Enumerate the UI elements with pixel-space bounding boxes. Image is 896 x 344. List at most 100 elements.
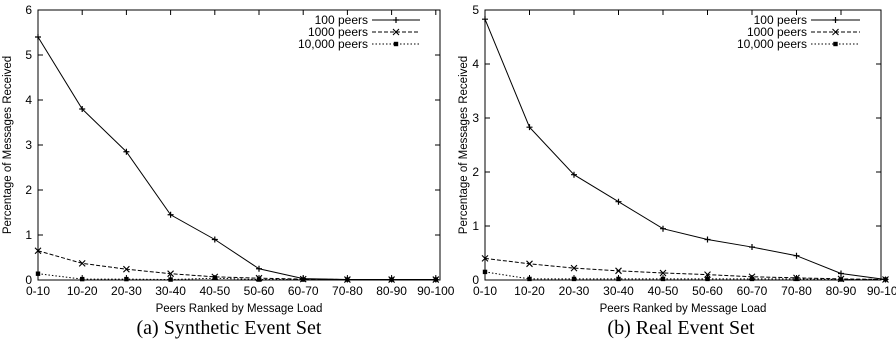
x-tick-label: 70-80 <box>781 284 812 298</box>
data-point <box>704 271 711 278</box>
data-point <box>256 277 262 282</box>
series-line <box>37 273 436 281</box>
y-tick-label: 5 <box>25 48 32 62</box>
legend-marker <box>833 41 838 47</box>
legend-marker <box>392 28 400 36</box>
x-tick-label: 0-10 <box>473 284 497 298</box>
x-tick-label: 70-80 <box>332 284 363 298</box>
series-10-000-peers <box>482 269 888 282</box>
data-point <box>838 270 844 277</box>
x-tick-label: 10-20 <box>514 284 545 298</box>
data-point <box>168 277 173 282</box>
data-point <box>35 271 41 276</box>
data-point <box>433 277 438 282</box>
data-point <box>571 276 577 282</box>
data-point <box>256 265 262 272</box>
data-point <box>704 236 711 243</box>
data-point <box>883 277 888 282</box>
legend-marker <box>832 28 839 36</box>
chart-panel-a: 0 1 2 3 4 5 6 0-10 10-20 20-30 30-40 40-50 50-60 60-7… <box>2 3 455 339</box>
y-tick-label: 2 <box>25 183 32 197</box>
legend-label: 10,000 peers <box>298 37 368 51</box>
y-tick-label: 1 <box>472 219 479 233</box>
data-point <box>79 106 86 112</box>
x-tick-label: 60-70 <box>737 284 768 298</box>
series-line <box>37 250 436 281</box>
data-point <box>80 276 85 282</box>
data-point <box>615 267 622 275</box>
x-tick-label: 20-30 <box>111 284 142 298</box>
data-point <box>123 265 130 273</box>
legend-label: 100 peers <box>754 13 807 27</box>
data-point <box>615 198 622 205</box>
series-100-peers <box>35 34 439 283</box>
y-axis-label: Percentage of Messages Received <box>2 56 14 234</box>
x-tick-label: 90-100 <box>417 284 455 298</box>
data-point <box>571 171 577 178</box>
series-line <box>484 18 886 280</box>
panel-caption: (b) Real Event Set <box>607 317 755 339</box>
y-tick-label: 6 <box>25 3 32 17</box>
x-tick-label: 10-20 <box>67 284 98 298</box>
x-axis-label: Peers Ranked by Message Load <box>156 303 323 315</box>
x-tick-label: 60-70 <box>288 284 319 298</box>
data-point <box>526 260 533 268</box>
y-tick-label: 0 <box>472 273 479 287</box>
y-tick-label: 3 <box>25 138 32 152</box>
plot-frame <box>484 9 882 281</box>
x-tick-label: 40-50 <box>199 284 230 298</box>
x-tick-label: 50-60 <box>244 284 275 298</box>
data-point <box>167 211 174 218</box>
x-axis-label: Peers Ranked by Message Load <box>600 303 767 315</box>
x-tick-label: 20-30 <box>559 284 590 298</box>
data-point <box>481 255 489 262</box>
data-point <box>527 276 532 282</box>
data-point <box>659 269 667 277</box>
y-tick-label: 3 <box>472 111 479 125</box>
x-tick-label: 30-40 <box>603 284 634 298</box>
data-point <box>482 269 488 275</box>
data-point <box>78 259 86 267</box>
data-point <box>660 225 666 232</box>
legend-label: 1000 peers <box>308 25 368 39</box>
series-line <box>484 257 886 280</box>
series-line <box>484 271 886 280</box>
y-tick-label: 0 <box>25 273 32 287</box>
data-point <box>793 252 800 259</box>
series-line <box>37 36 436 281</box>
data-point <box>167 270 174 278</box>
x-tick-label: 80-90 <box>376 284 407 298</box>
y-tick-label: 5 <box>472 3 479 17</box>
y-tick-label: 4 <box>472 57 479 71</box>
plot-frame <box>37 9 441 281</box>
legend-label: 10,000 peers <box>737 37 807 51</box>
data-point <box>212 276 217 281</box>
y-tick-label: 1 <box>25 228 32 242</box>
data-point <box>124 276 129 282</box>
chart-panel-b: 0 1 2 3 4 5 0-10 10-20 20-30 30-40 40-50 50-60 60-70… <box>458 3 896 339</box>
legend-label: 1000 peers <box>747 25 807 39</box>
y-tick-label: 2 <box>472 165 479 179</box>
legend-label: 100 peers <box>315 13 368 27</box>
data-point <box>35 34 41 40</box>
data-point <box>301 277 306 282</box>
legend-marker <box>832 17 839 23</box>
x-tick-label: 40-50 <box>648 284 679 298</box>
data-point <box>794 276 799 282</box>
data-point <box>345 277 350 282</box>
series-1000-peers <box>34 247 440 283</box>
data-point <box>838 277 844 282</box>
panel-caption: (a) Synthetic Event Set <box>137 317 322 339</box>
data-point <box>705 276 710 282</box>
x-tick-label: 30-40 <box>155 284 186 298</box>
legend-marker <box>393 17 399 23</box>
data-point <box>34 247 42 255</box>
data-point <box>660 276 666 282</box>
data-point <box>123 148 130 155</box>
data-point <box>482 16 488 23</box>
data-point <box>749 244 755 251</box>
legend-marker <box>393 41 399 47</box>
data-point <box>570 264 578 272</box>
data-point <box>389 277 394 282</box>
